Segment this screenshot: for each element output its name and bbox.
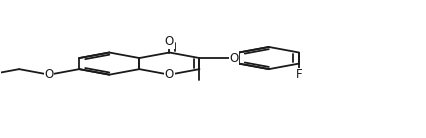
Text: O: O xyxy=(165,35,174,48)
Text: O: O xyxy=(165,68,174,81)
Text: F: F xyxy=(296,68,302,81)
Text: O: O xyxy=(230,52,239,65)
Text: O: O xyxy=(45,68,54,81)
